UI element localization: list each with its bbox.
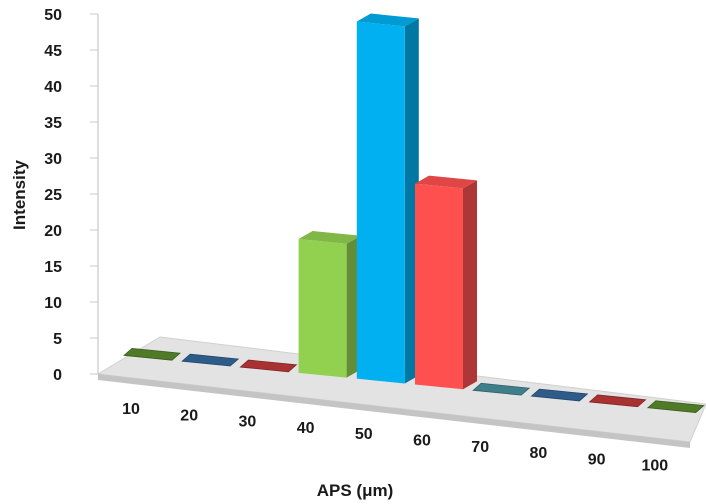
bar-90	[588, 394, 647, 408]
x-axis-title: APS (μm)	[317, 481, 394, 500]
bar-20	[181, 353, 240, 367]
bar-40	[298, 230, 361, 378]
bar-top-face	[415, 175, 477, 189]
x-tick-label: 80	[530, 445, 548, 462]
y-tick-label: 15	[44, 259, 62, 276]
bar-10	[123, 347, 181, 361]
bar-100	[646, 400, 705, 413]
bar-60	[415, 175, 477, 390]
bar-side-face	[463, 180, 477, 390]
x-tick-label: 10	[122, 401, 140, 418]
bar-front-face	[298, 238, 347, 378]
x-tick-label: 90	[588, 451, 606, 468]
bar-front-face	[415, 183, 463, 390]
y-tick-label: 45	[44, 43, 62, 60]
x-tick-label: 30	[239, 414, 257, 431]
y-tick-label: 20	[44, 223, 62, 240]
y-tick-label: 50	[44, 7, 62, 24]
y-tick-label: 5	[53, 331, 62, 348]
x-tick-label: 40	[297, 420, 315, 437]
bar-70	[472, 382, 531, 396]
y-tick-label: 40	[44, 79, 62, 96]
bar-80	[530, 388, 589, 402]
bar-30	[239, 359, 298, 373]
x-tick-label: 70	[471, 439, 489, 456]
x-tick-label: 20	[180, 407, 198, 424]
y-axis-title: Intensity	[10, 160, 29, 230]
y-tick-label: 25	[44, 187, 62, 204]
floor-edge	[98, 374, 690, 448]
y-ticks: 0 5 10 15 20 25 30 35 40 45 50	[44, 7, 98, 384]
y-tick-label: 10	[44, 295, 62, 312]
y-tick-label: 0	[53, 367, 62, 384]
x-ticks: 10 20 30 40 50 60 70 80 90 100	[122, 401, 668, 475]
x-tick-label: 50	[355, 426, 373, 443]
bar-top-face	[356, 13, 419, 27]
x-tick-label: 100	[641, 458, 668, 475]
bar-50	[356, 13, 419, 384]
bars	[123, 13, 705, 413]
y-tick-label: 35	[44, 115, 62, 132]
y-tick-label: 30	[44, 151, 62, 168]
bar-front-face	[356, 21, 405, 384]
x-tick-label: 60	[413, 433, 431, 450]
bar-top-face	[298, 230, 361, 244]
